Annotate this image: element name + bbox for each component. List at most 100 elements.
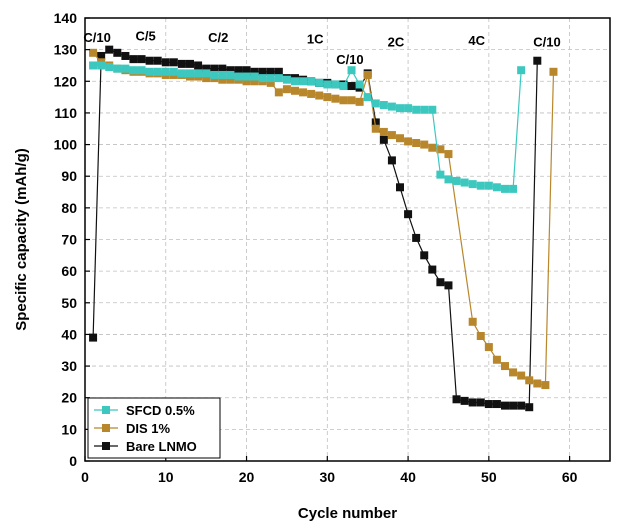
x-tick-label: 0 [81, 469, 89, 485]
series-line [92, 48, 538, 408]
data-point [420, 105, 429, 114]
y-tick-label: 100 [54, 137, 78, 153]
data-point [549, 67, 558, 76]
series-dis-1 [89, 48, 558, 390]
x-tick-label: 50 [481, 469, 497, 485]
data-point [161, 67, 170, 76]
data-point [509, 401, 518, 410]
data-point [484, 400, 493, 409]
data-point [274, 67, 283, 76]
legend-marker [102, 424, 110, 432]
data-point [501, 362, 509, 371]
data-point [202, 64, 211, 73]
legend-label: Bare LNMO [126, 439, 197, 454]
data-point [533, 56, 542, 65]
series-bare-lnmo [89, 45, 542, 412]
data-point [339, 82, 348, 91]
data-point [323, 93, 332, 102]
legend-label: DIS 1% [126, 421, 171, 436]
data-point [315, 91, 324, 100]
x-tick-label: 20 [239, 469, 255, 485]
rate-label: C/2 [208, 30, 228, 45]
data-point [177, 69, 186, 78]
data-point [379, 127, 388, 136]
data-point [379, 135, 388, 144]
data-point [291, 77, 299, 86]
data-point [202, 69, 211, 78]
data-point [444, 281, 453, 290]
series-layer [89, 45, 558, 412]
legend: SFCD 0.5% DIS 1% Bare LNMO [87, 397, 221, 459]
data-point [347, 96, 356, 105]
data-point [460, 178, 469, 187]
x-axis-label: Cycle number [298, 505, 397, 522]
data-point [258, 74, 267, 83]
rate-label: C/10 [533, 35, 560, 50]
data-point [476, 398, 485, 407]
data-point [484, 181, 493, 190]
grid [85, 18, 610, 461]
data-point [355, 80, 364, 89]
data-point [218, 64, 227, 73]
data-point [525, 403, 534, 412]
data-point [186, 69, 194, 78]
data-point [307, 89, 316, 98]
data-point [274, 88, 283, 97]
data-point [266, 78, 275, 87]
data-point [186, 59, 194, 68]
y-tick-label: 120 [54, 73, 78, 89]
data-point [145, 56, 154, 65]
data-point [436, 170, 445, 179]
legend-label: SFCD 0.5% [126, 403, 195, 418]
data-point [387, 102, 396, 111]
data-point [291, 86, 299, 95]
data-point [226, 66, 235, 75]
axis-ticks: 0 10 20 30 40 50 60 70 80 90 100 110 120 130 140 0 10 20 3… [54, 10, 578, 485]
data-point [492, 355, 501, 364]
data-point [379, 101, 388, 110]
data-point [339, 96, 348, 105]
data-point [137, 55, 146, 64]
data-point [121, 51, 130, 60]
data-point [484, 343, 493, 352]
data-point [210, 70, 219, 79]
data-point [331, 80, 340, 89]
data-point [218, 70, 227, 79]
data-point [113, 48, 122, 57]
data-point [105, 45, 114, 54]
data-point [492, 400, 501, 409]
data-point [347, 66, 356, 75]
data-point [476, 332, 485, 341]
data-point [396, 183, 404, 192]
data-point [129, 66, 138, 75]
data-point [145, 67, 154, 76]
series-sfcd-0-5 [89, 61, 526, 193]
y-tick-label: 0 [69, 453, 77, 469]
data-point [113, 64, 122, 73]
y-tick-label: 70 [61, 232, 77, 248]
data-point [194, 61, 203, 70]
data-point [315, 78, 324, 87]
data-point [404, 104, 413, 113]
data-point [194, 69, 203, 78]
data-point [234, 72, 243, 81]
legend-marker [102, 442, 110, 450]
data-point [387, 156, 396, 165]
data-point [153, 56, 162, 65]
data-point [97, 61, 106, 70]
data-point [452, 395, 461, 404]
data-point [428, 265, 437, 274]
data-point [355, 97, 364, 106]
rate-label: 4C [468, 33, 485, 48]
data-point [412, 138, 421, 147]
data-point [331, 94, 340, 103]
data-point [428, 105, 437, 114]
data-point [218, 75, 227, 84]
legend-marker [102, 406, 110, 414]
data-point [161, 58, 170, 67]
data-point [282, 85, 291, 94]
rate-label: C/10 [336, 52, 363, 67]
y-tick-label: 110 [54, 105, 77, 121]
data-point [363, 93, 372, 102]
rate-label: 2C [388, 35, 405, 50]
